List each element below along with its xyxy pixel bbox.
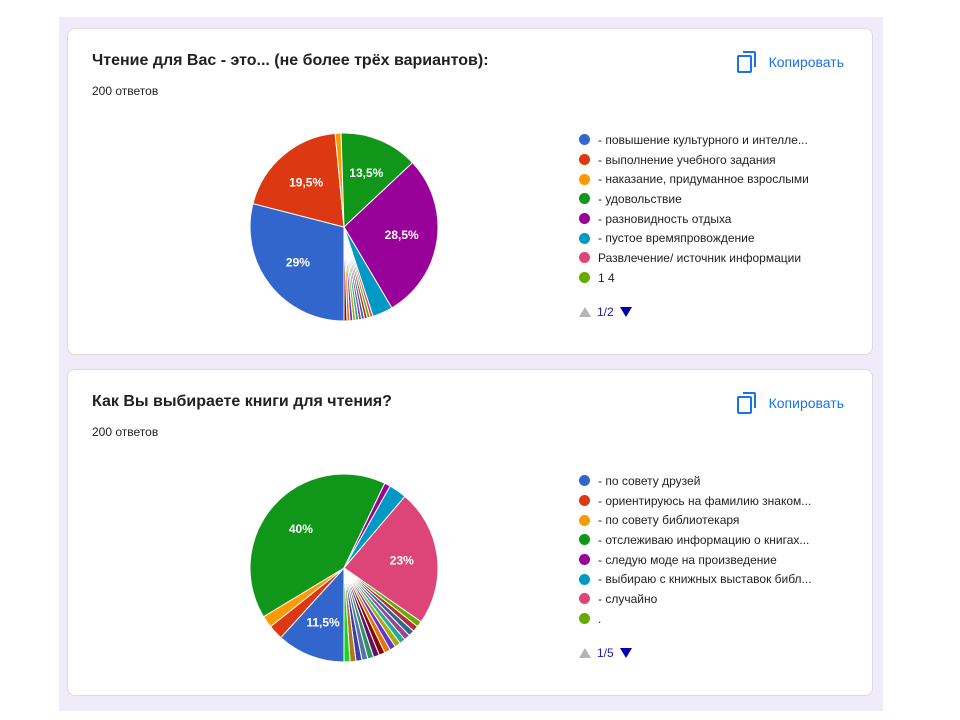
legend-swatch <box>579 213 590 225</box>
legend-swatch <box>579 613 590 625</box>
legend-swatch <box>579 232 590 244</box>
legend-item: - по совету библиотекаря <box>579 510 849 530</box>
legend-next-arrow-icon[interactable] <box>619 648 632 658</box>
legend-page-indicator: 1/5 <box>597 646 614 660</box>
question-title: Чтение для Вас - это... (не более трёх в… <box>92 52 489 69</box>
legend-label: - наказание, придуманное взрослыми <box>598 172 809 187</box>
legend-prev-arrow-icon[interactable] <box>579 648 591 658</box>
pie-slice-label: 40% <box>289 522 313 536</box>
legend-item: 1 4 <box>579 268 849 288</box>
legend-page-indicator: 1/2 <box>597 305 614 319</box>
legend-label: - случайно <box>598 591 658 606</box>
legend-swatch <box>579 534 590 546</box>
legend-label: - повышение культурного и интелле... <box>598 132 808 147</box>
legend-label: - отслеживаю информацию о книгах... <box>598 532 810 547</box>
pie-slice <box>343 226 348 322</box>
legend-item: - выполнение учебного задания <box>579 150 849 170</box>
copy-icon <box>736 392 756 414</box>
legend-label: - разновидность отдыха <box>598 211 732 226</box>
legend-item: - ориентируюсь на фамилию знаком... <box>579 491 849 511</box>
copy-label: Копировать <box>768 395 844 411</box>
legend-item: . <box>579 609 849 629</box>
question-card-reading-meaning: Чтение для Вас - это... (не более трёх в… <box>67 28 873 355</box>
legend-label: - удовольствие <box>598 191 682 206</box>
chart-legend: - по совету друзей - ориентируюсь на фам… <box>579 471 849 629</box>
pie-chart: 11,5% 40% 23% <box>249 473 439 663</box>
legend-swatch <box>579 154 590 166</box>
legend-item: - пустое времяпровождение <box>579 228 849 248</box>
pie-slice-label: 29% <box>286 256 310 270</box>
legend-label: . <box>598 611 602 626</box>
response-count: 200 ответов <box>92 84 159 98</box>
legend-label: - выполнение учебного задания <box>598 152 776 167</box>
legend-label: - выбираю с книжных выставок библ... <box>598 572 812 587</box>
copy-label: Копировать <box>768 54 844 70</box>
legend-item: - удовольствие <box>579 189 849 209</box>
pie-slice-label: 28,5% <box>385 228 419 242</box>
pie-slice <box>343 161 439 309</box>
legend-label: - по совету друзей <box>598 473 701 488</box>
legend-swatch <box>579 193 590 205</box>
pie-slice-label: 13,5% <box>349 166 383 180</box>
legend-next-arrow-icon[interactable] <box>619 307 632 317</box>
pie-chart: 29% 19,5% 13,5% 28,5% <box>249 132 439 322</box>
legend-item: - следую моде на произведение <box>579 550 849 570</box>
legend-swatch <box>579 173 590 185</box>
legend-item: - случайно <box>579 589 849 609</box>
copy-chart-button[interactable]: Копировать <box>735 49 844 75</box>
legend-label: - пустое времяпровождение <box>598 231 755 246</box>
pie-slice <box>249 473 386 618</box>
pie-slice <box>249 203 345 322</box>
pie-slice-label: 11,5% <box>306 615 340 629</box>
copy-icon <box>736 51 756 73</box>
legend-item: Развлечение/ источник информации <box>579 248 849 268</box>
pie-slice <box>343 495 439 623</box>
legend-label: - по совету библиотекаря <box>598 513 740 528</box>
question-card-book-choice: Как Вы выбираете книги для чтения? 200 о… <box>67 369 873 696</box>
pie-slice <box>340 132 414 229</box>
legend-label: Развлечение/ источник информации <box>598 250 802 265</box>
legend-item: - по совету друзей <box>579 471 849 491</box>
legend-swatch <box>579 252 590 264</box>
legend-swatch <box>579 475 590 487</box>
legend-label: - следую моде на произведение <box>598 552 777 567</box>
legend-item: - разновидность отдыха <box>579 209 849 229</box>
legend-swatch <box>579 514 590 526</box>
legend-item: - выбираю с книжных выставок библ... <box>579 569 849 589</box>
legend-swatch <box>579 554 590 566</box>
chart-legend: - повышение культурного и интелле... - в… <box>579 130 849 288</box>
pie-slice-label: 23% <box>390 554 414 568</box>
pie-slice <box>280 566 345 663</box>
legend-label: - ориентируюсь на фамилию знаком... <box>598 493 812 508</box>
legend-prev-arrow-icon[interactable] <box>579 307 591 317</box>
question-title: Как Вы выбираете книги для чтения? <box>92 393 392 410</box>
response-count: 200 ответов <box>92 425 159 439</box>
legend-label: 1 4 <box>598 270 615 285</box>
pie-slice-label: 19,5% <box>289 176 323 190</box>
legend-pager: 1/2 <box>579 305 632 319</box>
legend-swatch <box>579 495 590 507</box>
legend-swatch <box>579 593 590 605</box>
legend-item: - наказание, придуманное взрослыми <box>579 169 849 189</box>
legend-swatch <box>579 134 590 146</box>
legend-item: - повышение культурного и интелле... <box>579 130 849 150</box>
legend-swatch <box>579 573 590 585</box>
copy-chart-button[interactable]: Копировать <box>735 390 844 416</box>
legend-item: - отслеживаю информацию о книгах... <box>579 530 849 550</box>
legend-swatch <box>579 272 590 284</box>
pie-slice <box>343 567 351 663</box>
legend-pager: 1/5 <box>579 646 632 660</box>
pie-slice <box>252 132 345 228</box>
